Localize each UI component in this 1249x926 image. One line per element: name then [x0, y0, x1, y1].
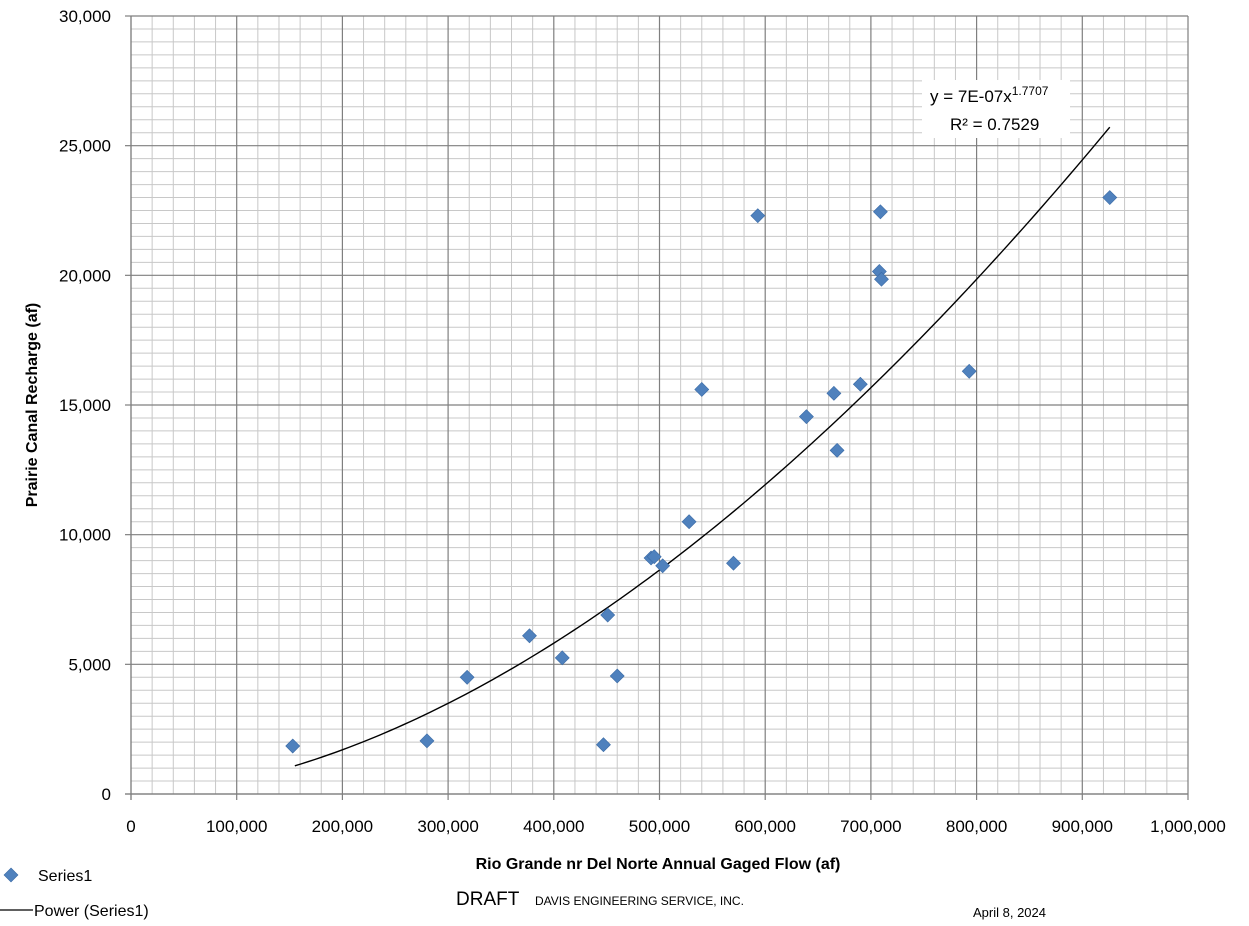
x-tick-label: 200,000	[312, 817, 373, 836]
x-tick-label: 300,000	[417, 817, 478, 836]
x-tick-label: 600,000	[734, 817, 795, 836]
x-tick-label: 700,000	[840, 817, 901, 836]
y-tick-label: 0	[102, 785, 111, 804]
x-tick-label: 1,000,000	[1150, 817, 1226, 836]
x-tick-label: 100,000	[206, 817, 267, 836]
x-tick-label: 800,000	[946, 817, 1007, 836]
data-point	[681, 514, 697, 530]
data-point	[961, 363, 977, 379]
data-point	[419, 733, 435, 749]
legend-series1-marker	[3, 867, 19, 883]
legend-trendline-label: Power (Series1)	[34, 903, 149, 920]
y-tick-label: 25,000	[59, 137, 111, 156]
company-label: DAVIS ENGINEERING SERVICE, INC.	[535, 894, 744, 908]
legend-series1-label: Series1	[38, 868, 92, 885]
data-point	[596, 737, 611, 753]
data-point	[655, 558, 671, 574]
data-point	[829, 442, 845, 458]
draft-label: DRAFT	[456, 889, 520, 910]
data-point	[852, 376, 868, 392]
data-point	[600, 607, 616, 623]
x-axis-title: Rio Grande nr Del Norte Annual Gaged Flo…	[476, 856, 841, 873]
data-point	[459, 669, 475, 685]
data-point	[522, 628, 537, 644]
y-tick-label: 5,000	[68, 655, 111, 674]
date-label: April 8, 2024	[973, 905, 1046, 920]
data-points	[285, 190, 1118, 754]
y-axis-title: Prairie Canal Recharge (af)	[24, 303, 41, 508]
axes	[125, 16, 1188, 800]
trendline-equation-box: y = 7E-07x1.7707 R² = 0.7529	[922, 80, 1070, 138]
data-point	[750, 208, 766, 224]
data-point	[726, 555, 741, 571]
data-point	[694, 382, 710, 397]
data-point	[826, 385, 842, 401]
y-tick-label: 15,000	[59, 396, 111, 415]
x-tick-label: 400,000	[523, 817, 584, 836]
x-tick-label: 0	[126, 817, 135, 836]
data-point	[646, 549, 662, 565]
x-tick-label: 500,000	[629, 817, 690, 836]
x-axis-ticks: 0 100,000 200,000 300,000 400,000 500,000 600,…	[126, 794, 1226, 836]
y-tick-label: 30,000	[59, 7, 111, 26]
data-point	[798, 409, 814, 425]
trendline-group	[294, 126, 1111, 767]
data-point	[285, 738, 301, 754]
r-squared-text: R² = 0.7529	[950, 115, 1039, 134]
legend: Series1 Power (Series1)	[0, 867, 149, 920]
y-tick-label: 10,000	[59, 526, 111, 545]
power-trendline	[294, 126, 1111, 767]
data-point	[872, 204, 888, 220]
equation-text: y = 7E-07x1.7707	[930, 84, 1049, 106]
data-point	[874, 271, 889, 287]
y-tick-label: 20,000	[59, 266, 111, 285]
y-axis-ticks: 0 5,000 10,000 15,000 20,000 25,000 30,000	[59, 7, 131, 804]
x-tick-label: 900,000	[1052, 817, 1113, 836]
data-point	[609, 668, 625, 684]
data-point	[554, 650, 570, 666]
equation-background	[922, 80, 1070, 138]
data-point	[1102, 190, 1118, 205]
